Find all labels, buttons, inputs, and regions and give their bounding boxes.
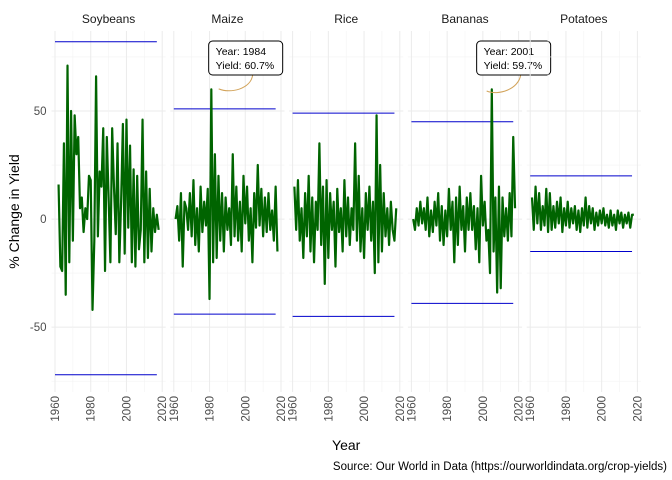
facet-rice: Rice 1960 1980 2000 2020 bbox=[288, 12, 407, 422]
y-tick-label: 0 bbox=[40, 214, 46, 226]
annotation-year: Year: 1984 bbox=[216, 46, 267, 58]
x-axis-title: Year bbox=[332, 437, 361, 453]
peak-annotation: Year: 2001 Yield: 59.7% bbox=[476, 40, 552, 94]
annotation-connector bbox=[218, 74, 254, 92]
x-tick-label: 1960 bbox=[50, 396, 62, 422]
y-axis-title: % Change in Yield bbox=[6, 154, 22, 268]
annotation-yield: Yield: 59.7% bbox=[484, 60, 543, 72]
facet-panels: Soybeans 1960 1980 2000 2020 Maize 1960 1980 200… bbox=[50, 12, 644, 422]
facet-title: Bananas bbox=[441, 12, 488, 26]
x-tick-label: 1960 bbox=[288, 396, 300, 422]
annotation-year: Year: 2001 bbox=[484, 46, 535, 58]
y-axis: -50 0 50 bbox=[30, 106, 47, 334]
facet-title: Potatoes bbox=[560, 12, 607, 26]
x-tick-label: 1980 bbox=[323, 396, 335, 422]
x-tick-label: 2020 bbox=[395, 396, 407, 422]
x-tick-label: 1980 bbox=[205, 396, 217, 422]
yield-change-line bbox=[57, 64, 160, 311]
x-tick-label: 2000 bbox=[121, 396, 133, 422]
facet-bananas: Bananas 1960 1980 2000 2020 Year: 2001 Yield: … bbox=[406, 12, 552, 422]
x-tick-label: 2020 bbox=[514, 396, 526, 422]
x-tick-label: 1980 bbox=[86, 396, 98, 422]
x-tick-label: 1980 bbox=[442, 396, 454, 422]
annotation-box bbox=[208, 40, 284, 76]
x-tick-label: 2020 bbox=[632, 396, 644, 422]
source-caption: Source: Our World in Data (https://ourwo… bbox=[333, 461, 667, 473]
x-tick-label: 2000 bbox=[240, 396, 252, 422]
peak-annotation: Year: 1984 Yield: 60.7% bbox=[208, 40, 284, 92]
annotation-yield: Yield: 60.7% bbox=[216, 60, 275, 72]
facet-title: Maize bbox=[211, 12, 243, 26]
facet-title: Rice bbox=[334, 12, 358, 26]
x-tick-label: 2020 bbox=[276, 396, 288, 422]
x-tick-label: 1960 bbox=[525, 396, 537, 422]
facet-soybeans: Soybeans 1960 1980 2000 2020 bbox=[50, 12, 169, 422]
x-tick-label: 2020 bbox=[157, 396, 169, 422]
x-tick-label: 1960 bbox=[406, 396, 418, 422]
x-tick-label: 1960 bbox=[169, 396, 181, 422]
facet-potatoes: Potatoes 1960 1980 2000 2020 bbox=[525, 12, 644, 422]
x-tick-label: 2000 bbox=[359, 396, 371, 422]
y-tick-label: 50 bbox=[34, 106, 47, 118]
yield-change-line bbox=[530, 185, 634, 234]
annotation-box bbox=[476, 40, 552, 76]
facet-maize: Maize 1960 1980 2000 2020 Year: 1984 Yield: 60… bbox=[169, 12, 288, 422]
yield-change-line bbox=[174, 88, 279, 301]
x-tick-label: 2000 bbox=[597, 396, 609, 422]
facet-title: Soybeans bbox=[82, 12, 135, 26]
x-tick-label: 2000 bbox=[478, 396, 490, 422]
y-tick-label: -50 bbox=[30, 322, 47, 334]
x-tick-label: 1980 bbox=[561, 396, 573, 422]
yield-change-line bbox=[412, 88, 517, 294]
annotation-connector bbox=[486, 74, 522, 94]
yield-change-line bbox=[293, 114, 398, 286]
